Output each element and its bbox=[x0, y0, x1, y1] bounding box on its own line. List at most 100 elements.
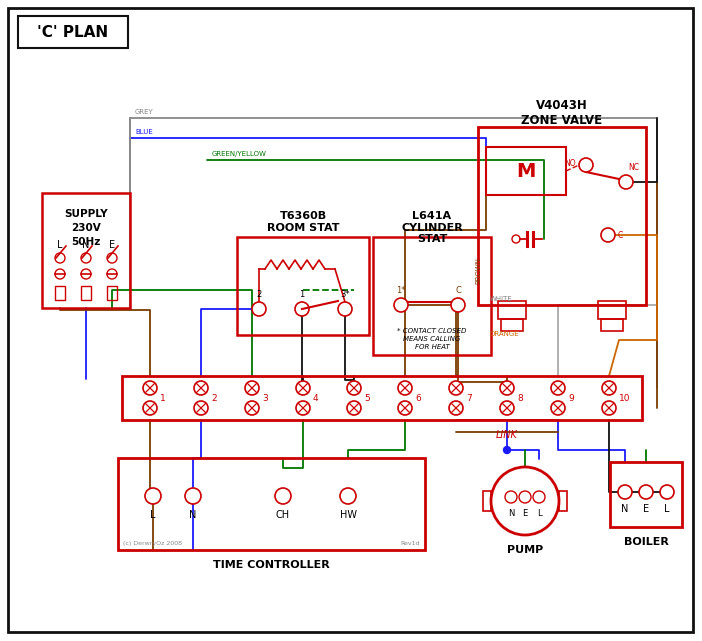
Text: GREEN/YELLOW: GREEN/YELLOW bbox=[212, 151, 267, 157]
Circle shape bbox=[551, 381, 565, 395]
Text: 'C' PLAN: 'C' PLAN bbox=[37, 24, 109, 40]
Circle shape bbox=[500, 381, 514, 395]
Text: 1*: 1* bbox=[396, 286, 406, 295]
Text: L: L bbox=[664, 504, 670, 514]
Circle shape bbox=[602, 381, 616, 395]
Circle shape bbox=[145, 488, 161, 504]
Text: PUMP: PUMP bbox=[507, 545, 543, 555]
Text: GREY: GREY bbox=[135, 109, 154, 115]
Circle shape bbox=[338, 302, 352, 316]
Circle shape bbox=[296, 381, 310, 395]
Circle shape bbox=[394, 298, 408, 312]
Circle shape bbox=[185, 488, 201, 504]
Text: L: L bbox=[58, 240, 62, 250]
Text: WHITE: WHITE bbox=[490, 296, 512, 302]
Circle shape bbox=[81, 269, 91, 279]
Text: * CONTACT CLOSED
MEANS CALLING
FOR HEAT: * CONTACT CLOSED MEANS CALLING FOR HEAT bbox=[397, 328, 467, 350]
Circle shape bbox=[55, 269, 65, 279]
Circle shape bbox=[275, 488, 291, 504]
FancyBboxPatch shape bbox=[18, 16, 128, 48]
Circle shape bbox=[295, 302, 309, 316]
Circle shape bbox=[245, 381, 259, 395]
Text: 3*: 3* bbox=[340, 290, 350, 299]
Text: Rev1d: Rev1d bbox=[401, 541, 420, 546]
Text: 1: 1 bbox=[160, 394, 166, 403]
Text: E: E bbox=[643, 504, 649, 514]
Text: BLUE: BLUE bbox=[135, 129, 153, 135]
Text: 2: 2 bbox=[211, 394, 217, 403]
Circle shape bbox=[449, 381, 463, 395]
Text: L: L bbox=[150, 510, 156, 520]
Circle shape bbox=[601, 228, 615, 242]
Text: 1: 1 bbox=[299, 290, 305, 299]
Circle shape bbox=[551, 401, 565, 415]
Text: 9: 9 bbox=[568, 394, 574, 403]
Circle shape bbox=[660, 485, 674, 499]
Text: 10: 10 bbox=[619, 394, 630, 403]
Circle shape bbox=[107, 269, 117, 279]
Circle shape bbox=[533, 491, 545, 503]
Circle shape bbox=[500, 401, 514, 415]
Circle shape bbox=[194, 381, 208, 395]
Text: N: N bbox=[190, 510, 197, 520]
Text: SUPPLY: SUPPLY bbox=[64, 209, 108, 219]
Circle shape bbox=[143, 381, 157, 395]
Text: 3: 3 bbox=[262, 394, 267, 403]
Text: T6360B
ROOM STAT: T6360B ROOM STAT bbox=[267, 211, 339, 233]
Circle shape bbox=[449, 401, 463, 415]
Text: CH: CH bbox=[276, 510, 290, 520]
Circle shape bbox=[491, 467, 559, 535]
Circle shape bbox=[347, 381, 361, 395]
Circle shape bbox=[519, 491, 531, 503]
Circle shape bbox=[55, 253, 65, 263]
Circle shape bbox=[512, 235, 520, 243]
Text: TIME CONTROLLER: TIME CONTROLLER bbox=[213, 560, 330, 570]
Text: 5: 5 bbox=[364, 394, 370, 403]
Circle shape bbox=[503, 447, 510, 453]
Text: NO: NO bbox=[564, 158, 576, 167]
Circle shape bbox=[340, 488, 356, 504]
Text: E: E bbox=[522, 509, 528, 518]
Text: HW: HW bbox=[340, 510, 357, 520]
Circle shape bbox=[398, 401, 412, 415]
Text: L641A
CYLINDER
STAT: L641A CYLINDER STAT bbox=[401, 211, 463, 244]
Circle shape bbox=[579, 158, 593, 172]
Text: 50Hz: 50Hz bbox=[72, 237, 100, 247]
Text: 2: 2 bbox=[256, 290, 262, 299]
Text: N: N bbox=[82, 240, 90, 250]
Text: E: E bbox=[109, 240, 115, 250]
Text: BROWN: BROWN bbox=[475, 256, 481, 283]
Circle shape bbox=[143, 401, 157, 415]
Circle shape bbox=[245, 401, 259, 415]
Circle shape bbox=[619, 175, 633, 189]
Circle shape bbox=[296, 401, 310, 415]
Circle shape bbox=[618, 485, 632, 499]
Text: ORANGE: ORANGE bbox=[490, 331, 519, 337]
Circle shape bbox=[639, 485, 653, 499]
Circle shape bbox=[252, 302, 266, 316]
Text: 230V: 230V bbox=[71, 223, 101, 233]
Circle shape bbox=[81, 253, 91, 263]
Text: LINK: LINK bbox=[496, 430, 518, 440]
Text: 6: 6 bbox=[415, 394, 420, 403]
Text: N: N bbox=[508, 509, 514, 518]
Text: M: M bbox=[516, 162, 536, 181]
Text: L: L bbox=[537, 509, 541, 518]
Text: (c) DerwryOz 2008: (c) DerwryOz 2008 bbox=[123, 541, 182, 546]
Text: N: N bbox=[621, 504, 629, 514]
Text: 7: 7 bbox=[466, 394, 472, 403]
Circle shape bbox=[451, 298, 465, 312]
FancyBboxPatch shape bbox=[8, 8, 693, 632]
Text: 8: 8 bbox=[517, 394, 523, 403]
Circle shape bbox=[107, 253, 117, 263]
Text: BOILER: BOILER bbox=[623, 537, 668, 547]
Text: 4: 4 bbox=[313, 394, 319, 403]
Circle shape bbox=[194, 401, 208, 415]
Circle shape bbox=[602, 401, 616, 415]
Text: C: C bbox=[455, 286, 461, 295]
Circle shape bbox=[347, 401, 361, 415]
Text: V4043H
ZONE VALVE: V4043H ZONE VALVE bbox=[522, 99, 602, 127]
Text: C: C bbox=[618, 231, 623, 240]
Circle shape bbox=[505, 491, 517, 503]
Text: NC: NC bbox=[628, 163, 639, 172]
